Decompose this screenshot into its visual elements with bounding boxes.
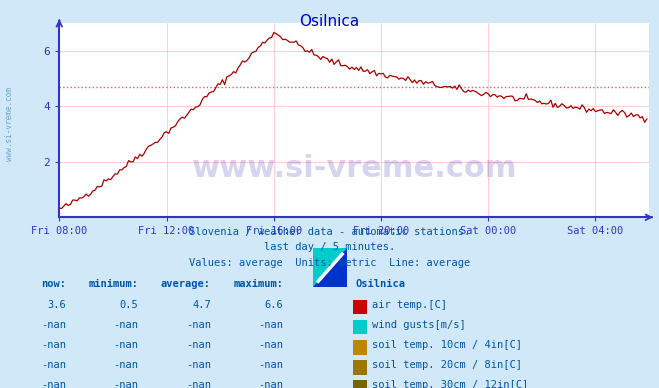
Text: Osilnica: Osilnica [356, 279, 406, 289]
Text: Values: average  Units: metric  Line: average: Values: average Units: metric Line: aver… [189, 258, 470, 268]
Text: Slovenia / weather data - automatic stations.: Slovenia / weather data - automatic stat… [189, 227, 470, 237]
Text: soil temp. 30cm / 12in[C]: soil temp. 30cm / 12in[C] [372, 380, 529, 388]
Text: average:: average: [161, 279, 211, 289]
Text: -nan: -nan [113, 340, 138, 350]
Polygon shape [313, 248, 347, 287]
Text: 4.7: 4.7 [192, 300, 211, 310]
Text: 0.5: 0.5 [120, 300, 138, 310]
Text: -nan: -nan [186, 320, 211, 330]
Text: -nan: -nan [113, 380, 138, 388]
Text: -nan: -nan [186, 340, 211, 350]
Polygon shape [313, 248, 347, 287]
Text: -nan: -nan [41, 320, 66, 330]
Text: www.si-vreme.com: www.si-vreme.com [5, 87, 14, 161]
Text: -nan: -nan [113, 320, 138, 330]
Text: 6.6: 6.6 [265, 300, 283, 310]
Text: -nan: -nan [258, 340, 283, 350]
Text: soil temp. 10cm / 4in[C]: soil temp. 10cm / 4in[C] [372, 340, 523, 350]
Text: -nan: -nan [258, 360, 283, 370]
Text: maximum:: maximum: [233, 279, 283, 289]
Text: -nan: -nan [258, 380, 283, 388]
Text: 3.6: 3.6 [47, 300, 66, 310]
Text: -nan: -nan [41, 360, 66, 370]
Text: air temp.[C]: air temp.[C] [372, 300, 447, 310]
Text: -nan: -nan [186, 380, 211, 388]
Text: soil temp. 20cm / 8in[C]: soil temp. 20cm / 8in[C] [372, 360, 523, 370]
Text: -nan: -nan [186, 360, 211, 370]
Text: wind gusts[m/s]: wind gusts[m/s] [372, 320, 466, 330]
Text: -nan: -nan [258, 320, 283, 330]
Text: -nan: -nan [113, 360, 138, 370]
Text: Osilnica: Osilnica [299, 14, 360, 29]
Text: last day / 5 minutes.: last day / 5 minutes. [264, 242, 395, 253]
Text: www.si-vreme.com: www.si-vreme.com [192, 154, 517, 183]
Text: minimum:: minimum: [88, 279, 138, 289]
Text: -nan: -nan [41, 380, 66, 388]
Text: now:: now: [41, 279, 66, 289]
Text: -nan: -nan [41, 340, 66, 350]
